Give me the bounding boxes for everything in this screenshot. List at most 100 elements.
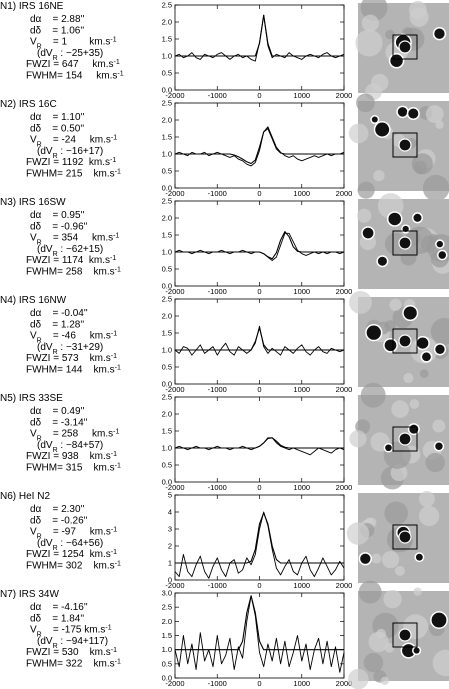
info-text: (dV	[37, 538, 53, 549]
star	[397, 107, 408, 117]
info-text: -1	[110, 36, 116, 43]
info-text: -1	[115, 168, 121, 175]
y-tick-label: 0.5	[162, 167, 172, 176]
info-text: FWZI = 1174 km.s	[26, 255, 110, 266]
info-line: VR = -24 km.s-1	[30, 134, 117, 148]
info-text: dα = 2.30''	[30, 504, 84, 515]
info-text: : −94+117)	[58, 636, 108, 647]
x-tick-label: -1000	[208, 287, 227, 296]
info-line: VR = 258 km.s-1	[30, 428, 119, 442]
info-text: -1	[117, 70, 123, 77]
info-text: = -46 km.s	[42, 331, 111, 342]
info-text: : −64+56)	[58, 538, 104, 549]
star	[413, 647, 420, 654]
y-tick-label: 4	[168, 508, 172, 517]
info-text: FWZI = 647 km.s	[26, 59, 114, 70]
info-text: dδ = 1.84''	[30, 613, 84, 624]
target-star	[398, 530, 412, 544]
panel-name: N1) IRS 16NE	[0, 1, 64, 12]
panel-name: N4) IRS 16NW	[0, 295, 67, 306]
image-haze	[422, 174, 449, 202]
info-text: -1	[110, 157, 116, 164]
info-text: FWZI = 1254 km.s	[26, 549, 111, 560]
y-tick-label: 0.0	[162, 184, 172, 193]
x-tick-label: 0	[257, 189, 261, 198]
panel-name: N7) IRS 34W	[0, 589, 59, 600]
info-text: = -24 km.s	[42, 135, 111, 146]
info-text: R	[37, 435, 42, 442]
y-tick-label: 2.5	[162, 99, 172, 108]
info-text: -1	[115, 266, 121, 273]
y-tick-label: 2.5	[162, 295, 172, 304]
info-text: dα = 1.10''	[30, 112, 84, 123]
y-tick-label: 0.0	[162, 380, 172, 389]
info-text: = 1 km.s	[42, 37, 111, 48]
y-tick-label: 0.0	[162, 282, 172, 291]
x-tick-label: -2000	[165, 189, 184, 198]
info-text: : −25+35)	[58, 48, 104, 59]
info-text: -1	[115, 658, 121, 665]
info-text: FWHM= 322 km.s	[26, 659, 115, 670]
info-text: dα = 0.95''	[30, 210, 84, 221]
y-tick-label: 1.5	[162, 427, 172, 436]
info-text: : −31+29)	[58, 342, 104, 353]
info-text: -1	[111, 330, 117, 337]
info-text: FWHM= 144 km.s	[26, 365, 115, 376]
info-text: R	[53, 152, 58, 159]
target-star	[398, 334, 412, 348]
info-text: -1	[111, 353, 117, 360]
y-tick-label: 3	[168, 525, 172, 534]
image-haze	[383, 589, 402, 609]
star	[435, 442, 443, 450]
y-tick-label: 2.0	[162, 312, 172, 321]
info-line: FWZI = 1254 km.s-1	[26, 549, 117, 561]
info-line: VR = -97 km.s-1	[30, 526, 117, 540]
x-tick-label: -2000	[165, 581, 184, 590]
info-line: FWHM= 302 km.s-1	[26, 560, 121, 572]
image-haze	[355, 29, 383, 57]
y-tick-label: 0.5	[162, 461, 172, 470]
y-tick-label: 0.5	[162, 69, 172, 78]
info-line: VR = -46 km.s-1	[30, 330, 117, 344]
info-text: (dV	[37, 342, 53, 353]
finder-image	[357, 193, 449, 289]
info-text: FWZI = 573 km.s	[26, 353, 111, 364]
info-text: -1	[111, 134, 117, 141]
image-haze	[348, 668, 369, 689]
spectrum-line	[175, 327, 344, 351]
info-text: -1	[114, 59, 120, 66]
info-line: FWZI = 938 km.s-1	[26, 451, 117, 463]
y-tick-label: 2.5	[162, 1, 172, 10]
x-tick-label: 0	[257, 287, 261, 296]
info-text: R	[37, 239, 42, 246]
info-text: dδ = -0.96''	[30, 221, 88, 232]
plot-frame	[174, 4, 345, 91]
y-tick-label: 1.0	[162, 444, 172, 453]
info-text: FWHM= 302 km.s	[26, 561, 115, 572]
image-haze	[432, 649, 449, 677]
image-haze	[400, 249, 417, 266]
y-tick-label: 2	[168, 542, 172, 551]
spectrum-line	[174, 14, 345, 62]
panel-name: N2) IRS 16C	[0, 99, 57, 110]
spectrum-line	[174, 232, 345, 261]
image-haze	[389, 298, 402, 311]
target-box	[392, 230, 418, 256]
info-text: -1	[115, 462, 121, 469]
info-text: dδ = 1.28''	[30, 319, 84, 330]
info-text: dα = 2.88''	[30, 14, 84, 25]
x-tick-label: 0	[257, 385, 261, 394]
info-text: = 354 km.s	[42, 233, 113, 244]
info-text: dδ = 1.06''	[30, 25, 84, 36]
info-text: V	[30, 37, 37, 48]
x-tick-label: -2000	[165, 385, 184, 394]
x-tick-label: 0	[257, 91, 261, 100]
info-line: (dVR : −94+117)	[37, 636, 108, 650]
info-line: dα = 0.49''	[30, 406, 84, 417]
image-haze	[409, 7, 429, 27]
info-line: FWHM= 144 km.s-1	[26, 364, 121, 376]
info-text: -1	[115, 364, 121, 371]
x-tick-label: 1000	[293, 581, 310, 590]
y-tick-label: 1.0	[162, 52, 172, 61]
y-tick-label: 1.0	[162, 346, 172, 355]
